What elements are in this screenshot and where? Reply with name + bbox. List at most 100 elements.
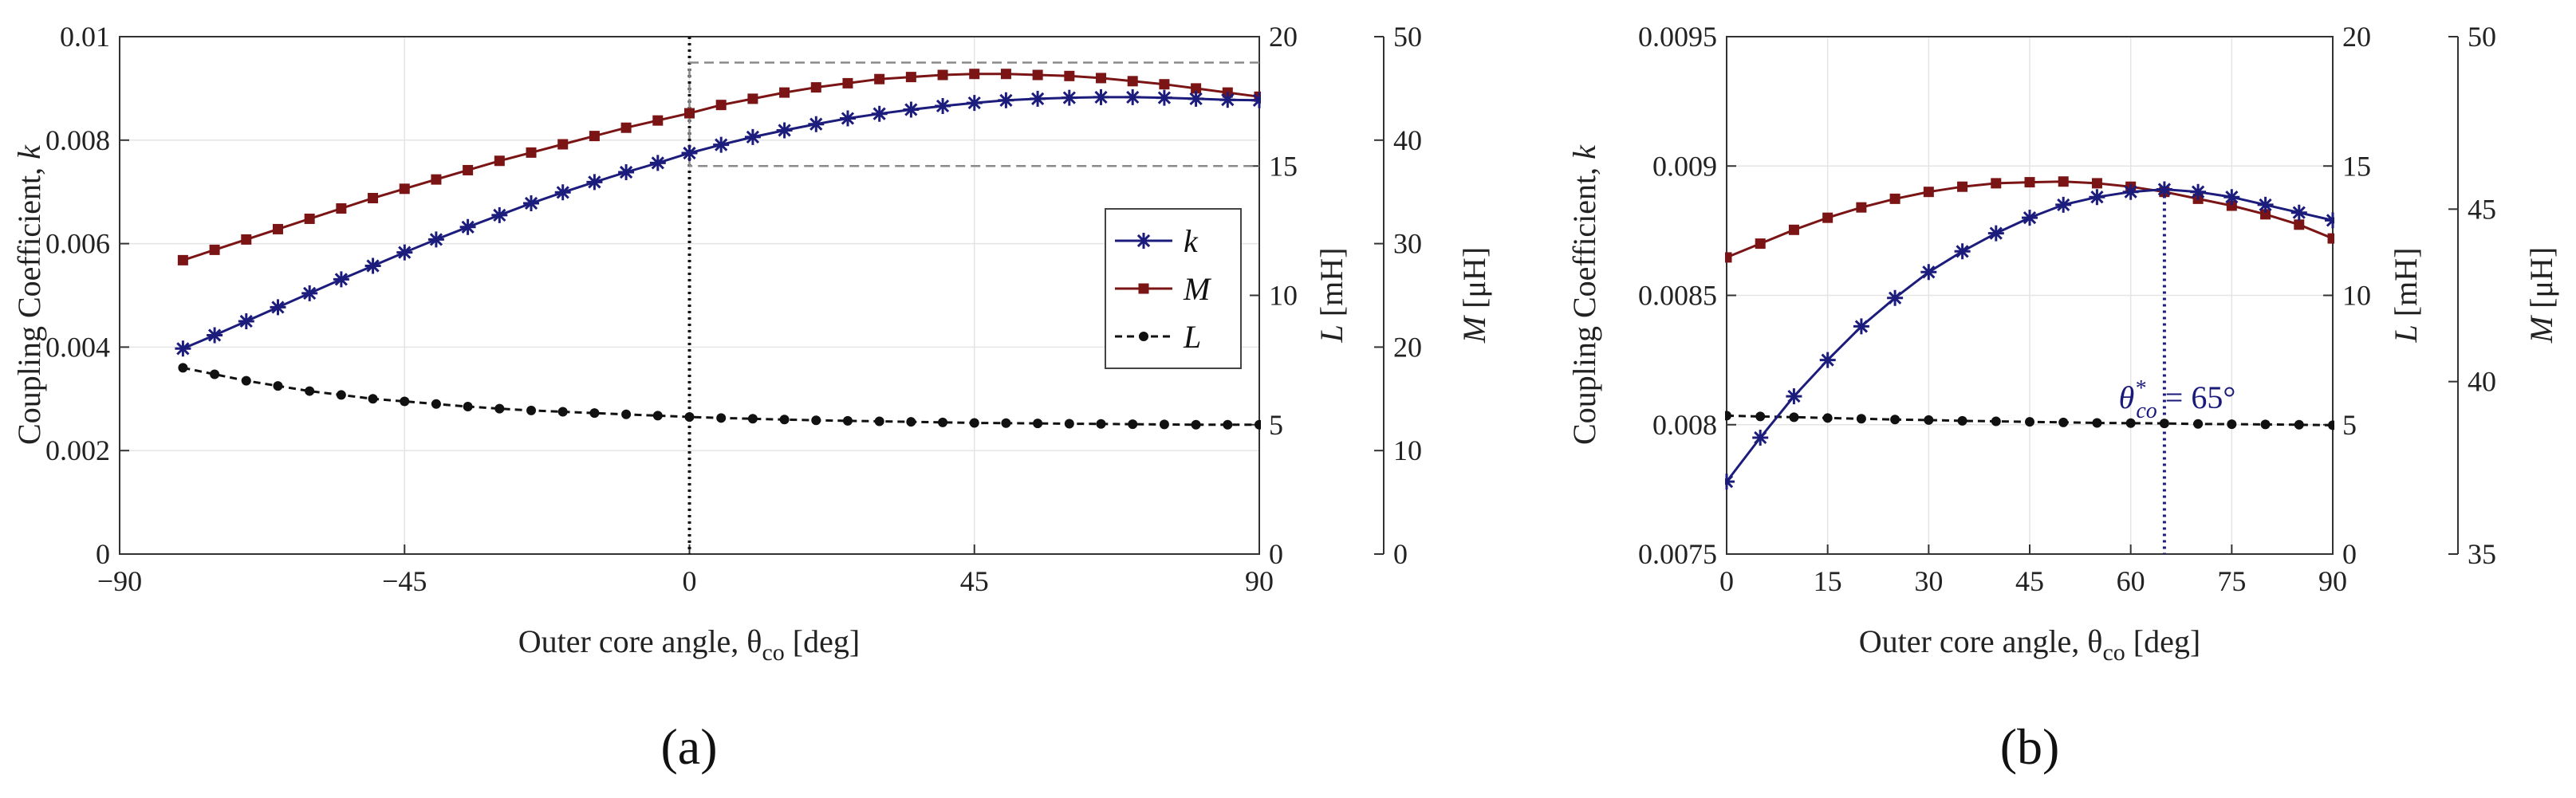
y2-axis-label-b: L [mH] [2388, 248, 2424, 344]
y-tick-label: 0.0085 [1638, 280, 1717, 312]
data-point-m [1788, 224, 1799, 235]
y-tick-label: 0.002 [45, 434, 110, 466]
data-point-k [1987, 225, 2004, 242]
grid-b [1726, 36, 2334, 555]
data-point-l [842, 415, 853, 426]
optimum-angle-label: θ* co = 65° [2119, 376, 2236, 423]
data-point-l [2294, 419, 2304, 430]
data-point-l [969, 418, 979, 428]
data-point-m [2024, 177, 2035, 188]
data-point-m [1032, 69, 1043, 81]
data-point-k [523, 195, 539, 211]
data-point-k [333, 271, 349, 288]
data-point-k [713, 136, 730, 153]
series-l [1725, 411, 2334, 430]
m-axis-ticks-b: 35 40 45 50 [2448, 21, 2496, 570]
y-tick-label: 0.004 [45, 331, 110, 363]
data-point-k [903, 101, 920, 118]
data-point-m [1923, 187, 1934, 198]
data-point-m [842, 77, 853, 88]
data-point-k [618, 164, 635, 180]
y2-tick-label: 5 [1269, 409, 1283, 441]
data-point-k [776, 122, 793, 139]
x-tick-label: 60 [2117, 565, 2145, 597]
data-point-l [621, 409, 632, 419]
data-point-k [2122, 183, 2139, 200]
data-point-k [427, 231, 444, 248]
legend-m-label: M [1183, 271, 1212, 307]
l-axis-ticks-a: 0 5 10 15 20 [1250, 21, 1298, 570]
data-point-m [557, 139, 569, 150]
data-point-l [1191, 419, 1201, 430]
m-axis-ticks-a: 0 10 20 30 40 50 [1374, 21, 1422, 570]
data-point-k [1786, 388, 1802, 405]
data-point-k [808, 116, 825, 132]
legend-marker-m [1138, 283, 1149, 294]
data-point-l [431, 399, 441, 409]
data-point-l [589, 408, 600, 419]
x-tick-label: 90 [1245, 565, 1274, 597]
chart-panel-a: −90 −45 0 45 90 0 0.002 0.004 0.006 0.008 0.01 0 5… [11, 21, 1492, 775]
data-point-m [1856, 202, 1867, 213]
data-point-l [1223, 419, 1233, 430]
data-point-k [554, 184, 571, 201]
data-point-k [238, 313, 254, 329]
data-point-m [620, 122, 632, 133]
data-point-k [586, 174, 603, 191]
data-point-l [463, 402, 473, 412]
data-point-k [459, 218, 476, 235]
panel-label-b: (b) [2000, 718, 2060, 775]
data-point-m [779, 87, 790, 98]
x-tick-label: 90 [2318, 565, 2347, 597]
y3-tick-label: 10 [1393, 434, 1422, 466]
data-point-k [1188, 90, 1204, 107]
legend-m-marker [1138, 283, 1149, 294]
data-point-m [177, 254, 188, 265]
legend-a: k M L [1105, 208, 1242, 369]
data-point-m [2294, 219, 2305, 230]
data-point-k [998, 92, 1014, 108]
panel-label-a: (a) [660, 718, 717, 775]
data-point-k [1219, 92, 1236, 108]
x-tick-label: 0 [1719, 565, 1734, 597]
data-point-l [1822, 413, 1833, 423]
data-point-k [396, 244, 413, 261]
x-tick-label: 75 [2217, 565, 2246, 597]
data-point-m [241, 234, 252, 245]
data-point-l [1128, 419, 1138, 430]
x-axis-label-a: Outer core angle, θco [deg] [518, 623, 860, 666]
data-point-l [1924, 415, 1934, 425]
data-point-m [2327, 233, 2334, 244]
data-point-m [209, 244, 220, 255]
chart-panel-b: 0 15 30 45 60 75 90 0.00750.0080.00850.0090.00… [1566, 21, 2559, 775]
data-point-m [1096, 73, 1107, 84]
data-point-k [2156, 181, 2172, 198]
data-point-l [526, 405, 537, 415]
data-point-m [399, 183, 410, 195]
series-l [178, 363, 1261, 430]
data-point-m [2226, 200, 2237, 211]
data-point-m [874, 73, 885, 85]
data-point-k [1920, 264, 1937, 281]
data-point-k [935, 98, 951, 114]
data-point-k [744, 128, 761, 145]
y3-axis-label-b: M [μH] [2523, 247, 2559, 344]
data-point-l [1096, 419, 1106, 429]
y3-tick-label: 30 [1393, 228, 1422, 260]
data-point-l [874, 416, 884, 427]
y2-tick-label: 5 [2342, 409, 2357, 441]
data-point-l [2227, 419, 2237, 430]
data-point-k [2055, 196, 2072, 213]
data-point-m [1991, 178, 2002, 189]
data-point-k [1819, 352, 1836, 368]
legend-l-marker [1139, 332, 1148, 341]
y2-tick-label: 0 [2342, 538, 2357, 570]
data-point-l [1991, 416, 2001, 427]
series-line-k [182, 96, 1260, 350]
data-point-m [526, 147, 537, 158]
x-tick-label: 30 [1914, 565, 1943, 597]
y2-tick-label: 15 [1269, 150, 1298, 182]
x-axis-label-b: Outer core angle, θco [deg] [1859, 623, 2200, 666]
data-point-m [1725, 252, 1732, 263]
